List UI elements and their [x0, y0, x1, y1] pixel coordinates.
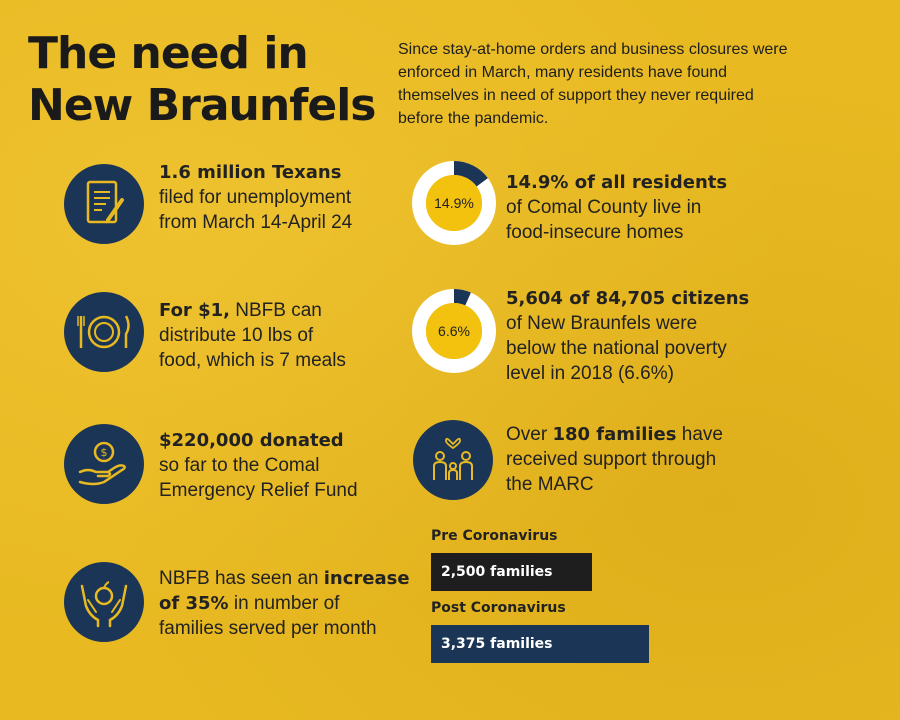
food-insecure-donut: 14.9%	[411, 160, 497, 246]
donated-line-2: Emergency Relief Fund	[159, 480, 358, 501]
increase-bold-2: of 35%	[159, 593, 229, 614]
post-coronavirus-label: Post Coronavirus	[431, 600, 566, 616]
increase-pre: NBFB has seen an	[159, 568, 324, 589]
meals-line-3: food, which is 7 meals	[159, 350, 346, 371]
meals-bold: For $1,	[159, 300, 230, 321]
increase-line-2: families served per month	[159, 618, 377, 639]
title-line-2: New Braunfels	[28, 80, 376, 131]
food-insecure-donut-label: 14.9%	[434, 195, 474, 211]
families-bold: 180 families	[552, 424, 677, 445]
poverty-donut-label: 6.6%	[438, 323, 470, 339]
poverty-text: 5,604 of 84,705 citizens of New Braunfel…	[506, 286, 826, 386]
hand-coin-icon: $	[64, 424, 144, 504]
donated-bold: $220,000 donated	[159, 430, 344, 451]
increase-text: NBFB has seen an increase of 35% in numb…	[159, 566, 419, 641]
family-heart-icon	[413, 420, 493, 500]
unemployment-bold: 1.6 million Texans	[159, 162, 342, 183]
poverty-donut-chart	[412, 289, 496, 373]
post-coronavirus-bar: 3,375 families	[431, 625, 649, 663]
food-insecure-donut-inner	[426, 175, 482, 231]
food-insecure-bold: 14.9% of all residents	[506, 172, 728, 193]
food-insecure-text: 14.9% of all residents of Comal County l…	[506, 170, 806, 245]
food-insecure-line-1: of Comal County live in	[506, 197, 702, 218]
page-title: The need in New Braunfels	[28, 28, 388, 132]
donated-text: $220,000 donated so far to the Comal Eme…	[159, 428, 409, 503]
food-insecure-donut-chart	[412, 161, 496, 245]
meals-line-1: NBFB can	[229, 300, 322, 321]
families-line-1: have	[676, 424, 723, 445]
document-pen-icon	[64, 164, 144, 244]
unemployment-text: 1.6 million Texans filed for unemploymen…	[159, 160, 409, 235]
families-pre: Over	[506, 424, 553, 445]
plate-fork-knife-icon	[64, 292, 144, 372]
title-line-1: The need in	[28, 28, 309, 79]
families-line-3: the MARC	[506, 474, 594, 495]
poverty-line-1: of New Braunfels were	[506, 313, 698, 334]
families-text: Over 180 families have received support …	[506, 422, 806, 497]
poverty-bold: 5,604 of 84,705 citizens	[506, 288, 750, 309]
svg-text:$: $	[101, 446, 108, 459]
poverty-donut-inner	[426, 303, 482, 359]
unemployment-line-2: from March 14-April 24	[159, 212, 353, 233]
meals-text: For $1, NBFB can distribute 10 lbs of fo…	[159, 298, 409, 373]
food-insecure-line-2: food-insecure homes	[506, 222, 684, 243]
meals-line-2: distribute 10 lbs of	[159, 325, 314, 346]
increase-bold-1: increase	[323, 568, 410, 589]
intro-paragraph: Since stay-at-home orders and business c…	[398, 41, 788, 127]
pre-coronavirus-label: Pre Coronavirus	[431, 528, 558, 544]
food-insecure-donut-arc	[412, 161, 496, 245]
families-line-2: received support through	[506, 449, 717, 470]
poverty-donut: 6.6%	[411, 288, 497, 374]
poverty-donut-arc	[412, 289, 496, 373]
donated-line-1: so far to the Comal	[159, 455, 320, 476]
poverty-line-3: level in 2018 (6.6%)	[506, 363, 674, 384]
poverty-line-2: below the national poverty	[506, 338, 727, 359]
increase-line-1: in number of	[228, 593, 340, 614]
pre-coronavirus-bar: 2,500 families	[431, 553, 593, 591]
hands-apple-icon	[64, 562, 144, 642]
unemployment-line-1: filed for unemployment	[159, 187, 352, 208]
